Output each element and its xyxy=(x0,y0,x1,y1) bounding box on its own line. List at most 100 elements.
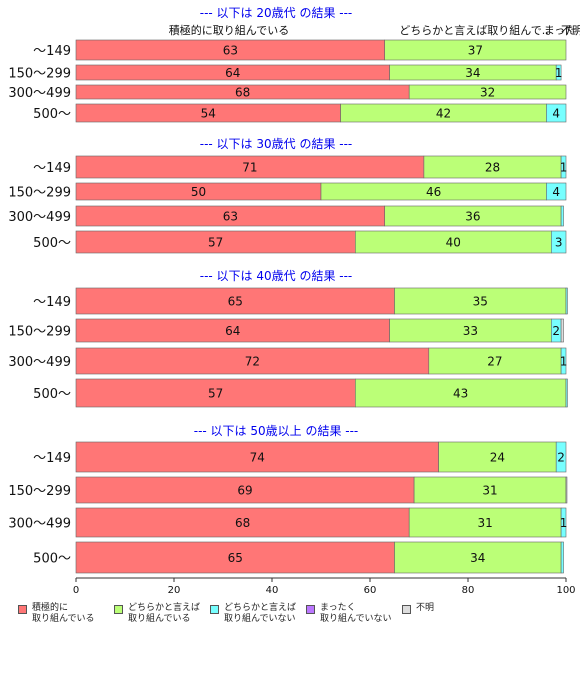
header-label: 積極的に取り組んでいる xyxy=(169,23,289,37)
x-tick-label: 20 xyxy=(168,585,181,596)
data-label: 68 xyxy=(235,86,250,100)
legend-item: どちらかと言えば 取り組んでいない xyxy=(210,603,306,625)
x-tick-label: 0 xyxy=(73,585,79,596)
bar-segment xyxy=(560,205,564,227)
category-label: 300〜499 xyxy=(8,86,71,101)
bar-segment xyxy=(546,182,567,201)
data-label: 27 xyxy=(487,355,502,369)
bar-segment xyxy=(560,318,564,343)
bar-segment xyxy=(555,441,567,473)
data-label: 24 xyxy=(490,451,505,465)
data-label: 71 xyxy=(242,161,257,175)
data-label: 4 xyxy=(552,185,560,199)
category-label: 500〜 xyxy=(33,552,71,567)
category-label: 150〜299 xyxy=(8,484,71,499)
data-label: 1 xyxy=(560,516,568,530)
legend-label: まったく 取り組んでいない xyxy=(320,603,392,624)
legend-label: どちらかと言えば 取り組んでいない xyxy=(224,603,297,624)
category-label: 〜149 xyxy=(33,161,71,176)
legend-item: 不明 xyxy=(402,603,498,625)
data-label: 1 xyxy=(555,66,563,80)
data-label: 37 xyxy=(468,44,483,58)
group-title: --- 以下は 20歳代 の結果 --- xyxy=(200,6,353,20)
data-label: 1 xyxy=(560,161,568,175)
data-label: 4 xyxy=(552,107,560,121)
bar-segment xyxy=(550,230,567,254)
data-label: 2 xyxy=(552,324,560,338)
category-label: 300〜499 xyxy=(8,517,71,532)
bar-segment xyxy=(354,378,567,408)
bar-segment xyxy=(428,347,562,375)
data-label: 72 xyxy=(245,355,260,369)
x-tick-label: 40 xyxy=(266,585,279,596)
bar-segment xyxy=(413,476,567,504)
data-label: 43 xyxy=(453,387,468,401)
legend-swatch xyxy=(306,605,315,614)
data-label: 2 xyxy=(557,451,565,465)
category-label: 〜149 xyxy=(33,451,71,466)
bar-segment xyxy=(75,441,439,473)
bar-segment xyxy=(394,541,562,574)
data-label: 64 xyxy=(225,66,240,80)
category-label: 500〜 xyxy=(33,107,71,122)
bar-segment xyxy=(384,39,567,61)
data-label: 42 xyxy=(436,107,451,121)
group-title: --- 以下は 50歳以上 の結果 --- xyxy=(194,424,359,438)
legend-label: どちらかと言えば 取り組んでいる xyxy=(128,603,201,624)
legend-swatch xyxy=(114,605,123,614)
data-label: 50 xyxy=(191,185,206,199)
bar-segment xyxy=(560,507,567,538)
bar-segment xyxy=(565,378,568,408)
data-label: 35 xyxy=(473,295,488,309)
data-label: 63 xyxy=(223,210,238,224)
bar-segment xyxy=(560,155,567,179)
data-label: 31 xyxy=(482,484,497,498)
bar-segment xyxy=(560,347,567,375)
legend-swatch xyxy=(402,605,411,614)
data-label: 46 xyxy=(426,185,441,199)
category-label: 〜149 xyxy=(33,295,71,310)
category-label: 300〜499 xyxy=(8,210,71,225)
data-label: 31 xyxy=(478,516,493,530)
data-label: 69 xyxy=(237,484,252,498)
category-label: 150〜299 xyxy=(8,67,71,82)
data-label: 57 xyxy=(208,236,223,250)
legend-item: まったく 取り組んでいない xyxy=(306,603,402,625)
bar-segment xyxy=(555,64,562,81)
bar-segment xyxy=(75,347,430,375)
legend-label: 積極的に 取り組んでいる xyxy=(32,603,95,624)
chart-legend: 積極的に 取り組んでいる どちらかと言えば 取り組んでいる どちらかと言えば 取り組… xyxy=(18,603,498,625)
data-label: 3 xyxy=(555,236,563,250)
data-label: 65 xyxy=(228,551,243,565)
category-label: 500〜 xyxy=(33,236,71,251)
data-label: 68 xyxy=(235,516,250,530)
data-label: 36 xyxy=(465,210,480,224)
data-label: 33 xyxy=(463,324,478,338)
header-label: 不明 xyxy=(561,24,580,37)
bar-segment xyxy=(408,84,567,100)
bar-segment xyxy=(408,507,562,538)
bar-segment xyxy=(75,378,356,408)
category-label: 〜149 xyxy=(33,44,71,59)
data-label: 57 xyxy=(208,387,223,401)
bar-segment xyxy=(75,541,395,574)
bar-segment xyxy=(438,441,557,473)
bar-segment xyxy=(546,103,567,123)
group-title: --- 以下は 40歳代 の結果 --- xyxy=(200,269,353,283)
data-label: 34 xyxy=(470,551,485,565)
x-tick-label: 80 xyxy=(462,585,475,596)
bar-segment xyxy=(560,541,564,574)
data-label: 74 xyxy=(250,451,265,465)
group-title: --- 以下は 30歳代 の結果 --- xyxy=(200,137,353,151)
bar-segment xyxy=(394,287,567,315)
category-label: 150〜299 xyxy=(8,325,71,340)
data-label: 40 xyxy=(446,236,461,250)
header-label: まった xyxy=(544,24,577,37)
legend-swatch xyxy=(18,605,27,614)
legend-item: 積極的に 取り組んでいる xyxy=(18,603,114,625)
data-label: 1 xyxy=(560,355,568,369)
data-label: 65 xyxy=(228,295,243,309)
x-tick-label: 100 xyxy=(556,585,575,596)
